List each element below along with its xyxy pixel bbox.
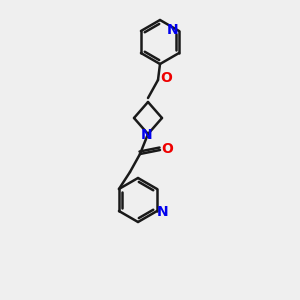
Text: O: O	[161, 142, 173, 156]
Text: N: N	[157, 205, 169, 219]
Text: N: N	[141, 128, 153, 142]
Text: N: N	[167, 23, 179, 37]
Text: O: O	[160, 71, 172, 85]
